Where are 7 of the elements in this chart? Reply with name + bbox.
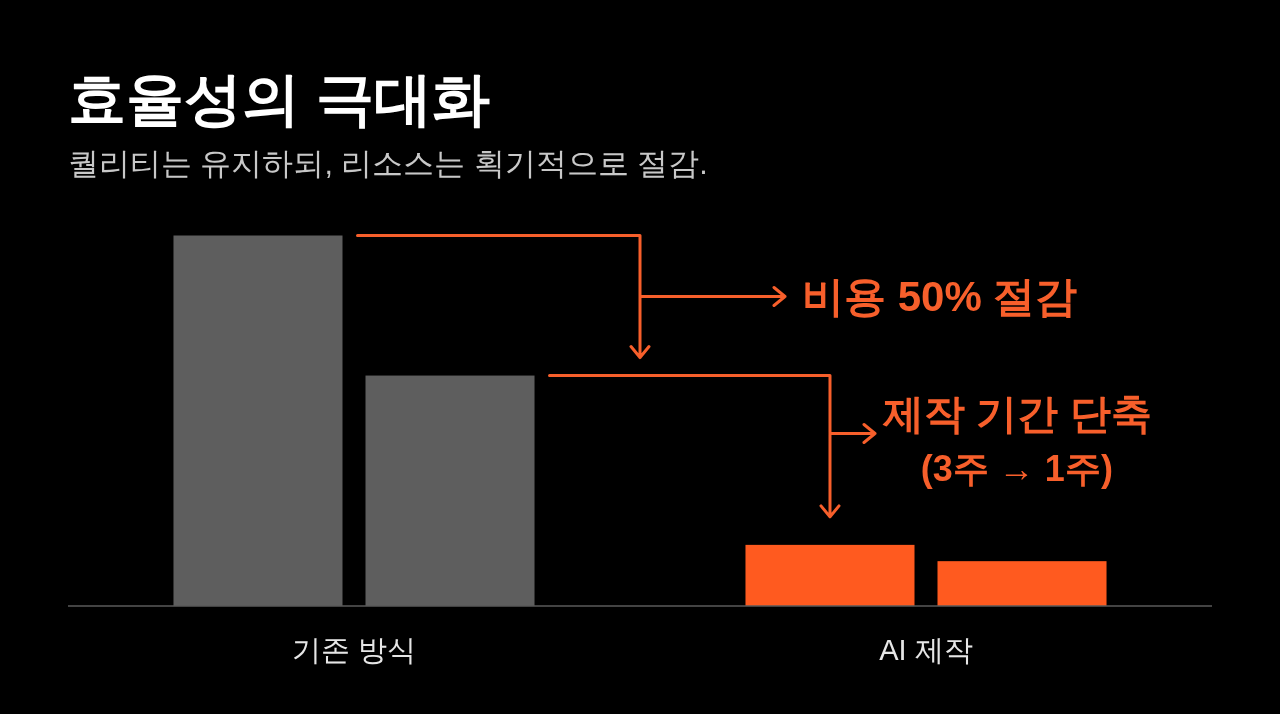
chart-title: 효율성의 극대화 [68, 66, 491, 131]
annotation: 비용 50% 절감 [802, 272, 1078, 320]
annotation: 제작 기간 단축 [881, 391, 1152, 438]
annotation: (3주 → 1주) [920, 448, 1113, 490]
chart-subtitle: 퀄리티는 유지하되, 리소스는 획기적으로 절감. [68, 146, 708, 180]
x-tick-label: 기존 방식 [291, 634, 417, 666]
x-tick-label: AI 제작 [879, 634, 973, 666]
